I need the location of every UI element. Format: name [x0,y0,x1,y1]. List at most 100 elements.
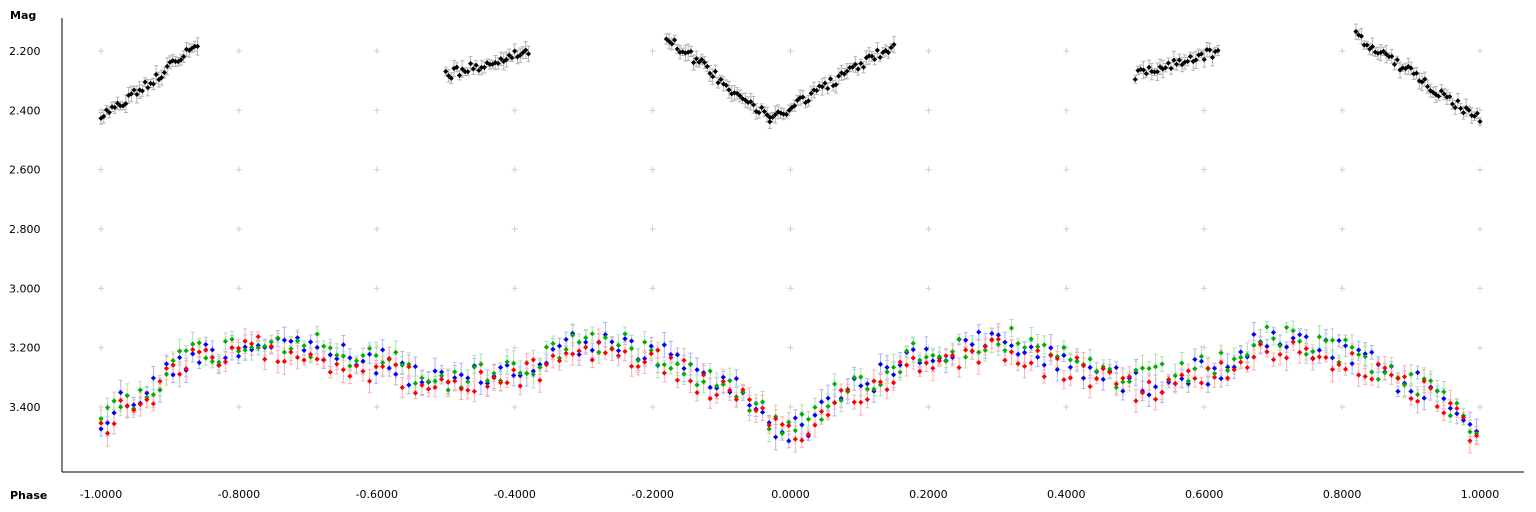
data-point [956,364,962,371]
data-point [628,338,635,344]
data-point [589,331,595,337]
data-point [583,344,589,350]
data-point [412,363,419,370]
data-point [373,352,379,359]
data-point [671,37,678,43]
data-point [740,387,746,393]
data-point [825,403,831,410]
data-point [1389,53,1395,59]
data-point [674,361,681,367]
x-tick-label: -1.0000 [80,488,122,501]
grid-plus-marker [98,166,104,173]
data-point [707,368,713,374]
data-point [222,359,229,365]
data-point [1107,366,1113,372]
data-point [170,362,176,368]
data-point [1225,364,1231,370]
grid-plus-marker [1339,166,1346,173]
data-point [1152,364,1159,370]
data-point [380,363,386,370]
data-point [497,380,504,386]
data-point [163,365,170,372]
data-point [504,362,510,368]
grid-plus-marker [1339,107,1346,114]
data-point [104,420,111,426]
data-point [314,344,320,351]
y-tick-label: 3.200 [9,342,41,355]
data-point [723,82,729,88]
data-point [746,407,753,414]
data-point [576,351,582,358]
data-point [1231,356,1237,362]
data-point [897,362,903,368]
data-point [989,337,995,343]
data-point [327,345,333,351]
data-point [642,339,648,345]
data-point [726,87,732,93]
data-point [448,75,454,81]
data-point [1185,368,1191,374]
data-point [563,336,569,343]
data-point [1152,396,1159,402]
data-point [1168,65,1174,71]
data-point [1251,331,1257,338]
data-point [602,350,608,356]
data-point [456,72,463,78]
data-point [1251,354,1257,360]
data-point [111,410,117,416]
data-point [1395,375,1401,382]
data-point [1225,367,1231,374]
data-point [786,423,792,429]
data-point [196,349,202,355]
data-point [190,351,196,357]
grid-plus-marker [787,166,794,173]
data-point [734,90,740,96]
data-point [863,55,869,61]
grid-plus-marker [1339,285,1346,292]
data-point [1205,381,1211,387]
data-point [761,108,767,115]
data-point [380,360,386,366]
data-point [1290,327,1296,334]
data-point [275,335,281,341]
data-point [731,90,738,96]
grid-plus-marker [1339,344,1346,351]
data-point [1152,384,1159,390]
x-tick-label: 0.0000 [771,488,810,501]
data-point [930,352,936,358]
data-point [393,349,399,355]
data-point [506,52,512,58]
data-point [1342,337,1349,343]
data-point [1139,390,1146,396]
data-point [98,416,104,422]
data-point [874,47,880,53]
data-point [1382,365,1388,371]
data-point [759,409,766,415]
data-point [923,354,929,360]
data-point [1193,57,1199,63]
data-point [1477,118,1483,125]
data-point [445,73,452,79]
data-point [131,87,137,93]
x-tick-label: -0.4000 [493,488,535,501]
x-tick-label: -0.2000 [631,488,673,501]
data-point [163,371,170,378]
data-point [880,49,886,56]
data-point [811,87,817,93]
data-point [943,358,949,364]
data-point [1061,352,1067,358]
data-point [628,346,635,352]
data-point [1362,351,1368,357]
data-point [327,369,333,375]
data-point [399,384,405,391]
data-point [718,76,724,83]
grid-plus-marker [787,404,794,410]
data-point [112,104,118,111]
data-point [976,349,982,356]
data-point [462,69,468,75]
data-point [1133,398,1139,404]
data-point [792,427,798,434]
data-point [1174,61,1180,67]
data-point [443,68,449,75]
data-point [832,381,838,387]
